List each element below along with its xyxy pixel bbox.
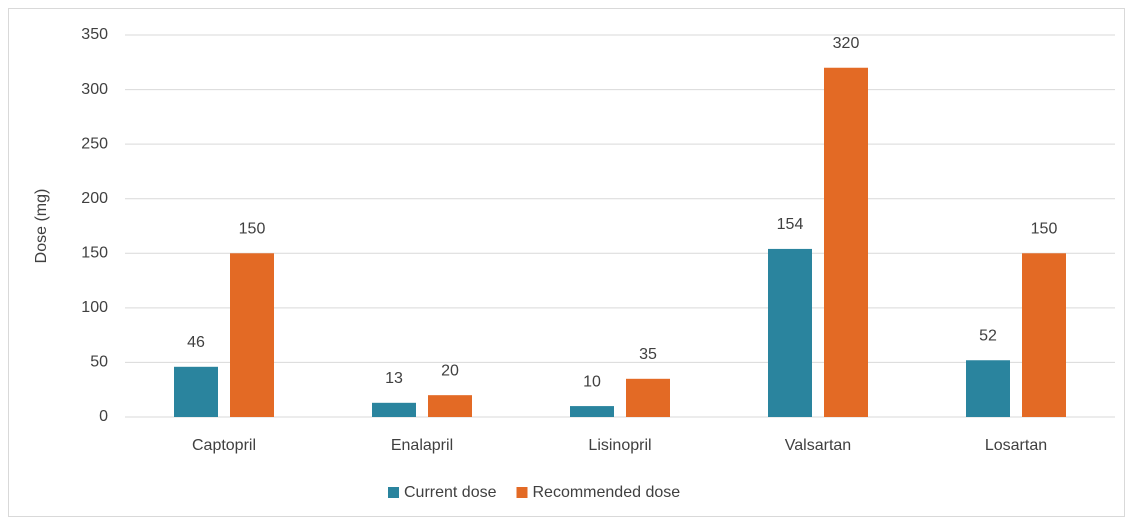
- x-tick-label: Losartan: [985, 437, 1047, 454]
- bar: [966, 360, 1010, 417]
- bar: [1022, 253, 1066, 417]
- bar: [626, 378, 670, 417]
- bar: [428, 395, 472, 417]
- data-label: 35: [639, 346, 657, 363]
- x-tick-label: Enalapril: [391, 437, 453, 454]
- bar: [570, 406, 614, 417]
- bar: [230, 253, 274, 417]
- data-label: 154: [777, 216, 804, 233]
- x-tick-label: Valsartan: [785, 437, 851, 454]
- data-label: 13: [385, 370, 403, 387]
- y-tick-label: 200: [81, 190, 108, 207]
- y-tick-label: 100: [81, 299, 108, 316]
- legend-swatch: [388, 487, 399, 498]
- x-tick-label: Lisinopril: [588, 437, 651, 454]
- x-tick-label: Captopril: [192, 437, 256, 454]
- legend-swatch: [516, 487, 528, 498]
- bar: [768, 248, 812, 417]
- data-label: 20: [441, 362, 459, 379]
- legend-label: Recommended dose: [533, 484, 681, 501]
- data-label: 150: [239, 221, 266, 238]
- data-label: 150: [1031, 221, 1058, 238]
- data-label: 10: [583, 373, 601, 390]
- legend-label: Current dose: [404, 484, 497, 501]
- bar: [824, 67, 868, 417]
- y-tick-label: 250: [81, 135, 108, 152]
- chart-border: [8, 8, 1125, 517]
- bar: [372, 402, 416, 417]
- y-tick-label: 300: [81, 81, 108, 98]
- data-label: 52: [979, 327, 997, 344]
- data-label: 320: [833, 35, 860, 52]
- y-tick-label: 0: [99, 408, 108, 425]
- bar: [174, 366, 218, 417]
- y-axis-label: Dose (mg): [33, 189, 50, 264]
- y-tick-label: 350: [81, 26, 108, 43]
- data-label: 46: [187, 334, 205, 351]
- y-tick-label: 50: [90, 354, 108, 371]
- y-tick-label: 150: [81, 245, 108, 262]
